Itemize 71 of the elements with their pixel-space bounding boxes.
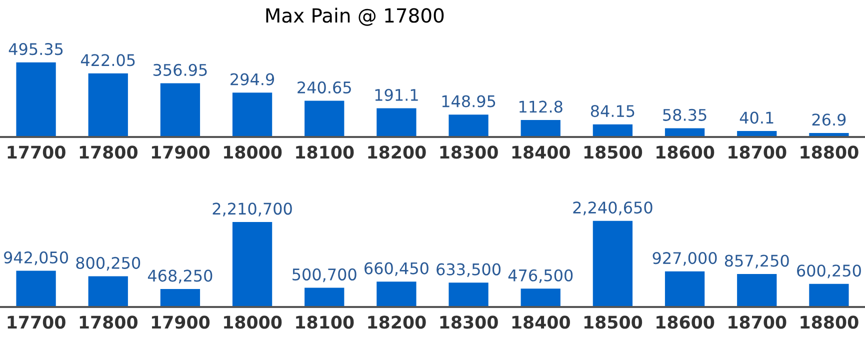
data-label: 857,250: [724, 254, 789, 268]
bar: [16, 62, 56, 137]
x-tick-label: 18800: [800, 316, 858, 329]
bar: [809, 284, 849, 307]
x-tick-label: 18400: [512, 316, 570, 329]
x-tick-label: 18600: [656, 146, 714, 159]
bar: [592, 220, 633, 307]
data-label: 476,500: [508, 269, 573, 284]
data-label: 633,500: [436, 263, 501, 278]
bar: [592, 124, 633, 137]
bar: [88, 276, 128, 307]
bar: [664, 271, 705, 307]
data-label: 191.1: [375, 88, 418, 101]
x-tick-label: 18000: [224, 146, 282, 159]
x-tick-label: 17800: [80, 316, 138, 329]
x-tick-label: 18200: [368, 146, 426, 159]
data-label: 800,250: [76, 256, 140, 271]
bar: [520, 288, 560, 307]
chart-title: Max Pain @ 17800: [266, 8, 444, 26]
data-label: 600,250: [797, 264, 861, 278]
x-tick-label: 18700: [728, 146, 786, 159]
data-label: 84.15: [590, 104, 634, 118]
bar: [160, 288, 200, 307]
x-tick-label: 18400: [512, 146, 570, 159]
data-label: 942,050: [4, 251, 68, 266]
bar: [304, 288, 344, 307]
bar: [232, 222, 272, 307]
data-label: 927,000: [652, 252, 717, 266]
bar: [304, 100, 344, 137]
bar: [376, 108, 416, 137]
bar: [376, 282, 416, 307]
x-tick-label: 17700: [8, 146, 66, 159]
x-tick-label: 18200: [368, 316, 426, 329]
x-tick-label: 18500: [584, 316, 642, 329]
x-tick-label: 17800: [80, 146, 138, 159]
bar: [520, 120, 560, 137]
data-label: 660,450: [364, 262, 428, 276]
bar: [448, 282, 488, 307]
x-tick-label: 18700: [728, 316, 786, 329]
x-tick-label: 17900: [152, 146, 210, 159]
bar: [232, 92, 272, 137]
data-label: 495.35: [8, 43, 63, 56]
x-tick-label: 18500: [584, 146, 642, 159]
x-tick-label: 18600: [656, 316, 714, 329]
data-label: 58.35: [663, 108, 706, 121]
x-tick-label: 17900: [152, 316, 210, 329]
data-label: 40.1: [740, 112, 774, 124]
data-label: 356.95: [153, 64, 207, 76]
data-label: 112.8: [520, 100, 562, 113]
x-tick-label: 18300: [440, 146, 498, 159]
data-label: 148.95: [442, 95, 496, 108]
data-label: 2,210,700: [212, 202, 292, 216]
data-label: 468,250: [148, 270, 212, 284]
x-tick-label: 18300: [440, 316, 498, 329]
data-label: 26.9: [812, 114, 846, 126]
bar: [664, 128, 705, 137]
bar: [160, 83, 200, 137]
data-label: 422.05: [80, 54, 135, 66]
x-tick-label: 18100: [296, 316, 354, 329]
data-label: 240.65: [298, 81, 351, 94]
x-tick-label: 18000: [224, 316, 282, 329]
x-tick-label: 17700: [8, 316, 66, 329]
data-label: 2,240,650: [573, 202, 652, 216]
bar: [737, 274, 777, 307]
data-label: 294.9: [230, 73, 274, 86]
bar: [88, 73, 128, 137]
x-tick-label: 18800: [800, 146, 858, 159]
data-label: 500,700: [292, 268, 356, 282]
bar: [16, 270, 56, 307]
bar: [448, 114, 488, 137]
x-tick-label: 18100: [296, 146, 354, 159]
